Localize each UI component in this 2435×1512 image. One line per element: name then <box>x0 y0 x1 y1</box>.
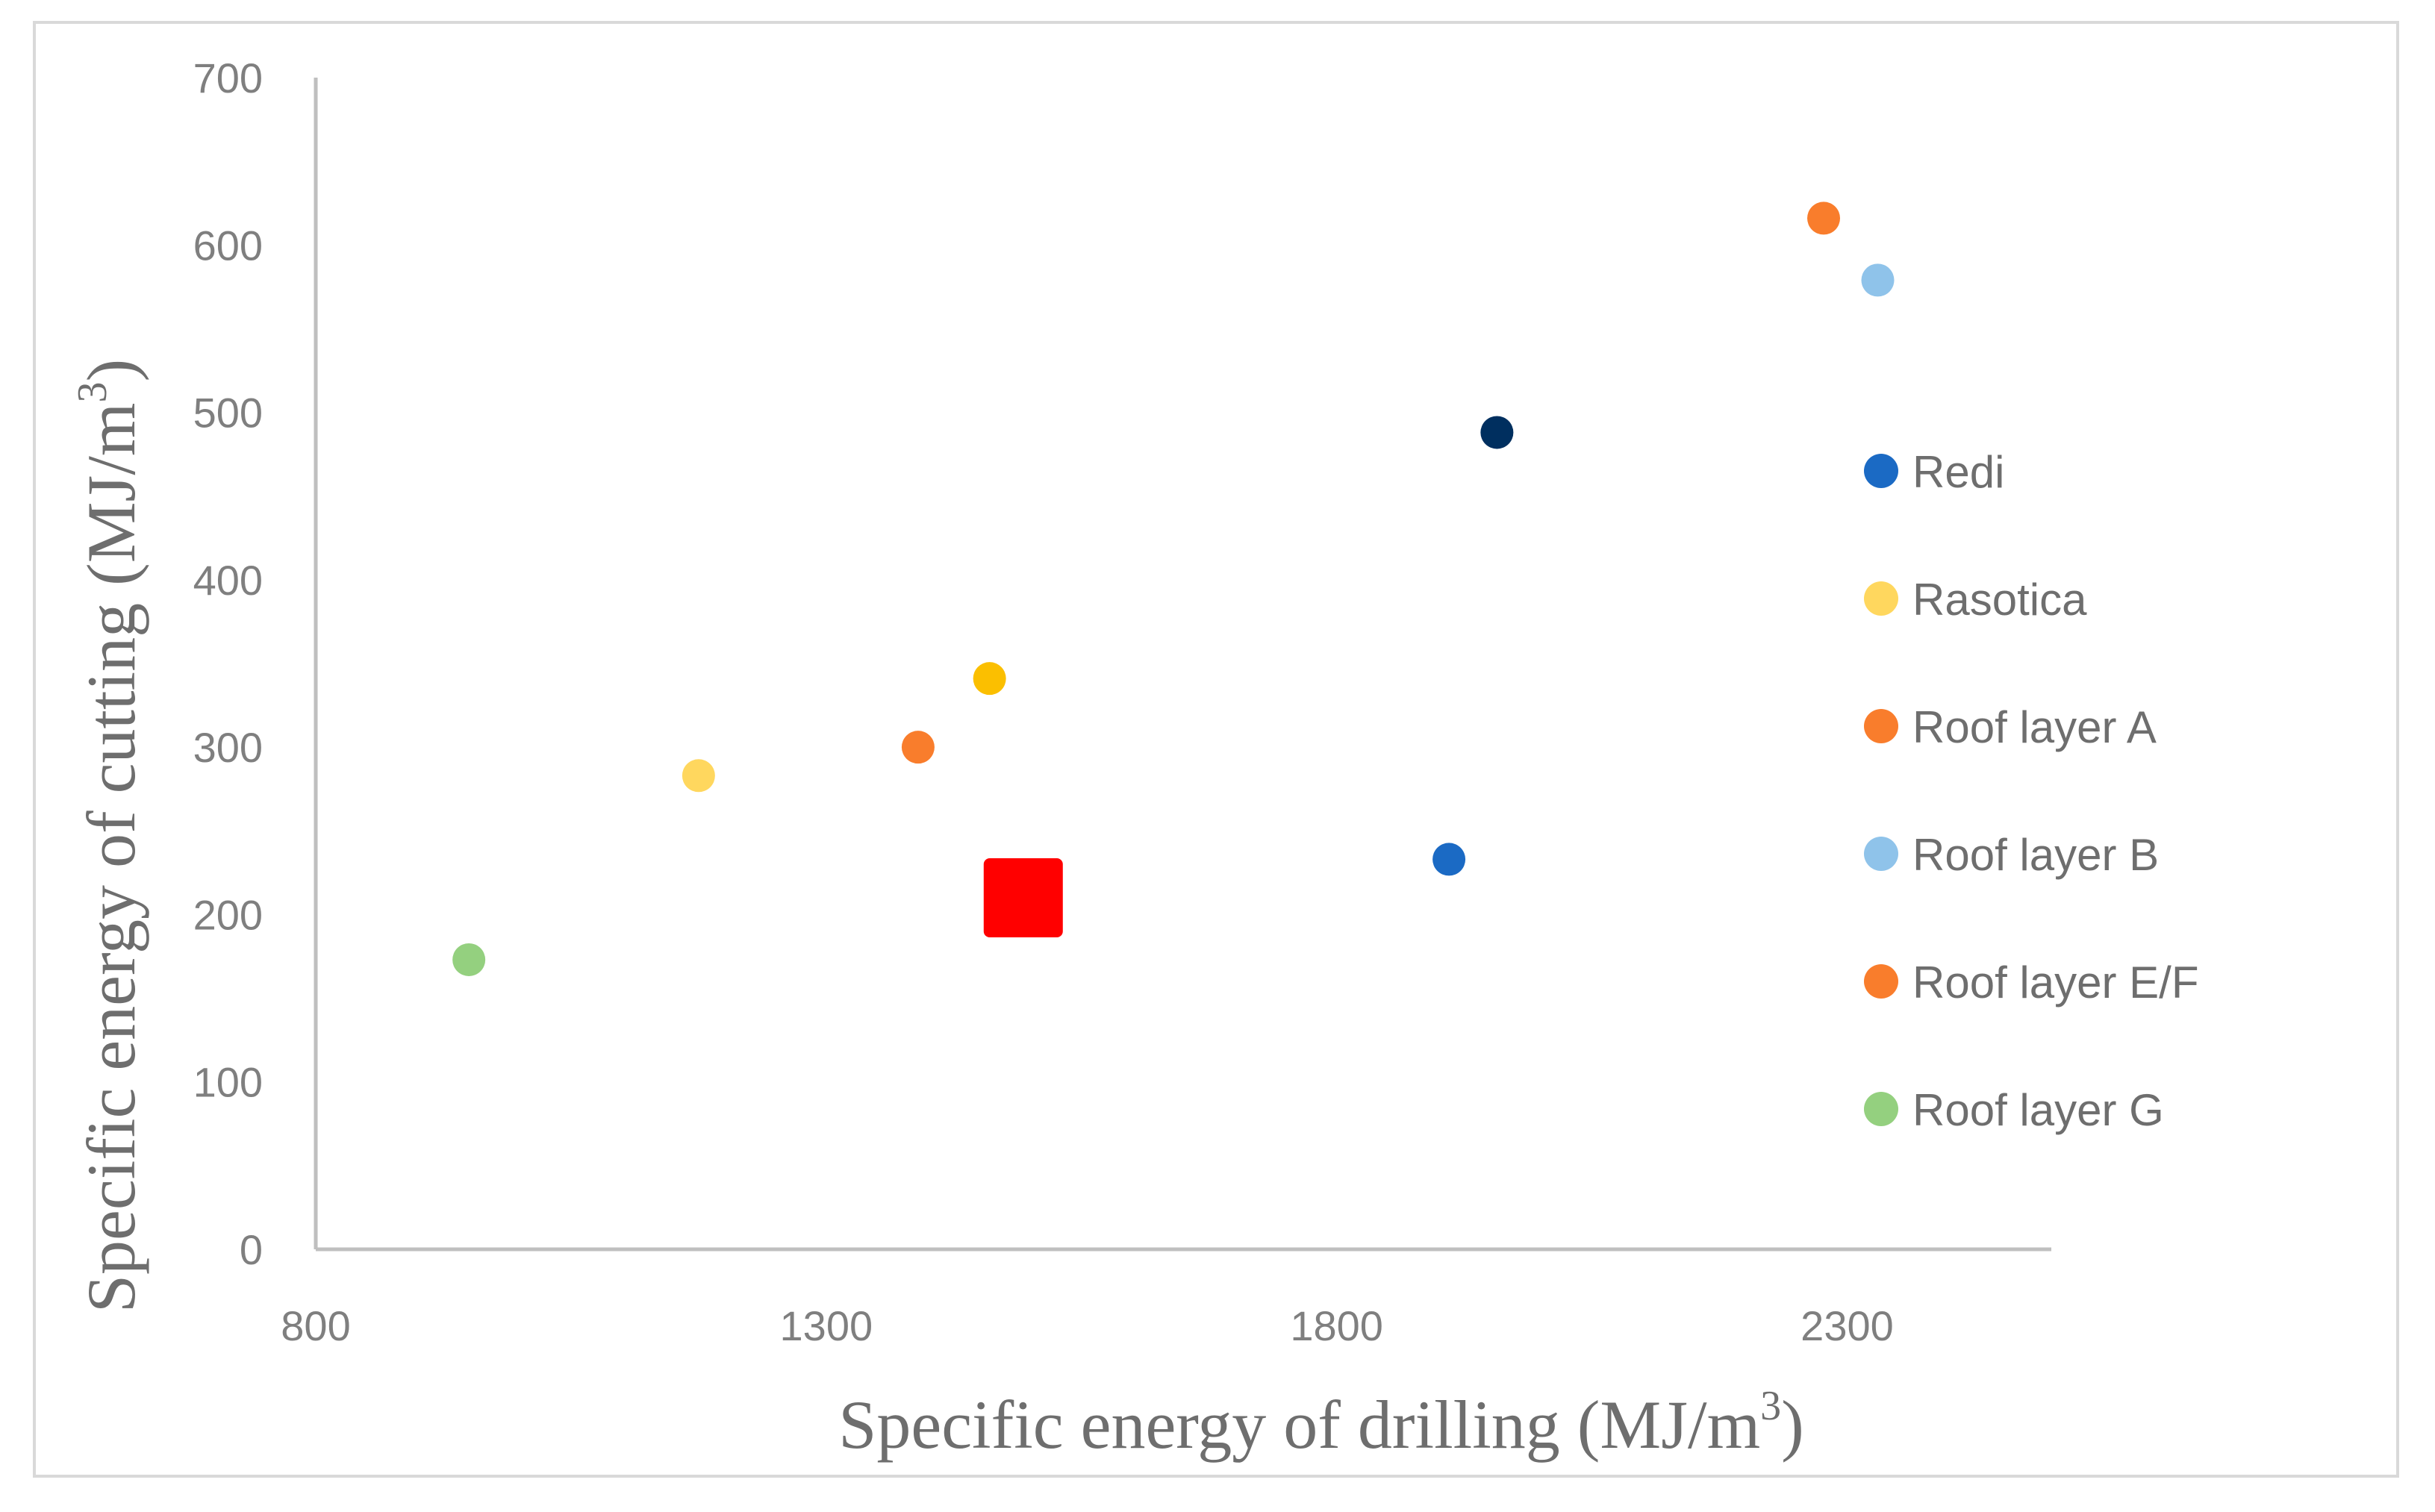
legend-label: Redi <box>1912 447 2004 497</box>
point-roof-layer-b <box>1861 263 1895 297</box>
x-axis-title-text: Specific energy of drilling (MJ/m <box>838 1387 1760 1463</box>
point-rasotica <box>682 759 715 793</box>
x-tick-labels: 800 1300 1800 2300 <box>281 1302 1893 1349</box>
axes <box>314 78 2051 1252</box>
point-roof-layer-e-f <box>1807 202 1841 235</box>
legend-marker <box>1864 964 1898 999</box>
legend-label: Roof layer G <box>1912 1085 2164 1135</box>
y-axis-title-text: Specific energy of cutting (MJ/m <box>73 403 149 1313</box>
x-tick-label: 1300 <box>780 1302 873 1349</box>
x-axis-title-sup: 3 <box>1760 1383 1781 1429</box>
legend: Redi Rasotica Roof layer A Roof layer B Roof… <box>1864 447 2198 1135</box>
y-tick-label: 700 <box>193 54 263 101</box>
legend-marker <box>1864 454 1898 488</box>
y-tick-labels: 0 100 200 300 400 500 600 700 <box>193 54 263 1273</box>
legend-label: Rasotica <box>1912 575 2087 625</box>
y-axis-title-sup: 3 <box>69 382 116 403</box>
y-axis-title-close: ) <box>73 359 149 382</box>
x-tick-label: 800 <box>281 1302 350 1349</box>
y-tick-label: 300 <box>193 724 263 771</box>
x-tick-label: 1800 <box>1290 1302 1383 1349</box>
x-axis-title-close: ) <box>1781 1387 1804 1463</box>
x-tick-label: 2300 <box>1800 1302 1894 1349</box>
y-tick-label: 600 <box>193 222 263 269</box>
point-unlabeled-gold <box>973 662 1006 696</box>
legend-marker <box>1864 837 1898 871</box>
y-tick-label: 100 <box>193 1059 263 1106</box>
legend-marker <box>1864 709 1898 743</box>
point-roof-layer-a <box>901 731 935 764</box>
data-points <box>452 202 1895 976</box>
point-unlabeled-navy <box>1480 416 1514 449</box>
legend-label: Roof layer A <box>1912 702 2157 752</box>
y-tick-label: 0 <box>240 1226 263 1273</box>
y-tick-label: 400 <box>193 557 263 604</box>
legend-marker <box>1864 581 1898 616</box>
y-tick-label: 200 <box>193 891 263 938</box>
y-tick-label: 500 <box>193 390 263 437</box>
point-roof-layer-g <box>452 943 486 976</box>
chart-frame <box>33 21 2399 1478</box>
legend-label: Roof layer E/F <box>1912 958 2198 1008</box>
x-axis-title: Specific energy of drilling (MJ/m3) <box>838 1383 1804 1463</box>
point-redi <box>1432 843 1466 876</box>
y-axis-title: Specific energy of cutting (MJ/m3) <box>69 359 149 1313</box>
legend-marker <box>1864 1092 1898 1126</box>
legend-label: Roof layer B <box>1912 830 2159 880</box>
point-unlabeled-red-square <box>983 858 1063 937</box>
